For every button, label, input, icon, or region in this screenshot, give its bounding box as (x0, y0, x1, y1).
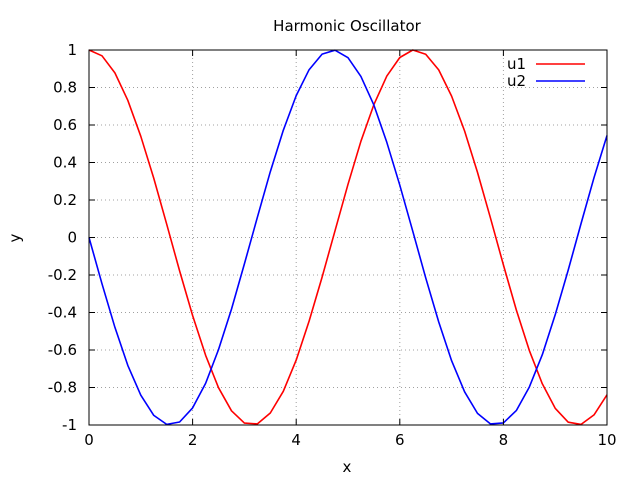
x-tick-label: 2 (188, 431, 198, 449)
x-tick-label: 8 (499, 431, 509, 449)
legend-label-u1: u1 (507, 55, 526, 73)
y-tick-label: 0 (67, 229, 77, 247)
x-tick-label: 4 (291, 431, 301, 449)
y-tick-label: -0.8 (48, 379, 77, 397)
legend-label-u2: u2 (507, 72, 526, 90)
ticks: 0 2 4 6 8 10 -1 -0.8 -0.6 -0.4 -0.2 0 0.2 0.4 0.6 0.8 1 (48, 41, 617, 449)
x-tick-label: 6 (395, 431, 405, 449)
x-tick-label: 10 (597, 431, 616, 449)
y-tick-label: -0.4 (48, 304, 77, 322)
y-tick-label: 0.6 (53, 116, 77, 134)
y-tick-label: -1 (62, 416, 77, 434)
x-axis-label: x (343, 458, 352, 476)
series-layer (88, 49, 608, 426)
y-tick-label: -0.6 (48, 341, 77, 359)
series-line-u2 (88, 49, 608, 426)
chart-title: Harmonic Oscillator (273, 17, 421, 35)
y-tick-label: 1 (67, 41, 77, 59)
y-tick-label: 0.4 (53, 154, 77, 172)
grid (89, 50, 607, 425)
y-tick-label: -0.2 (48, 266, 77, 284)
y-tick-label: 0.8 (53, 79, 77, 97)
series-line-u1 (88, 49, 608, 426)
y-axis-label: y (6, 233, 24, 242)
y-tick-label: 0.2 (53, 191, 77, 209)
x-tick-label: 0 (84, 431, 94, 449)
